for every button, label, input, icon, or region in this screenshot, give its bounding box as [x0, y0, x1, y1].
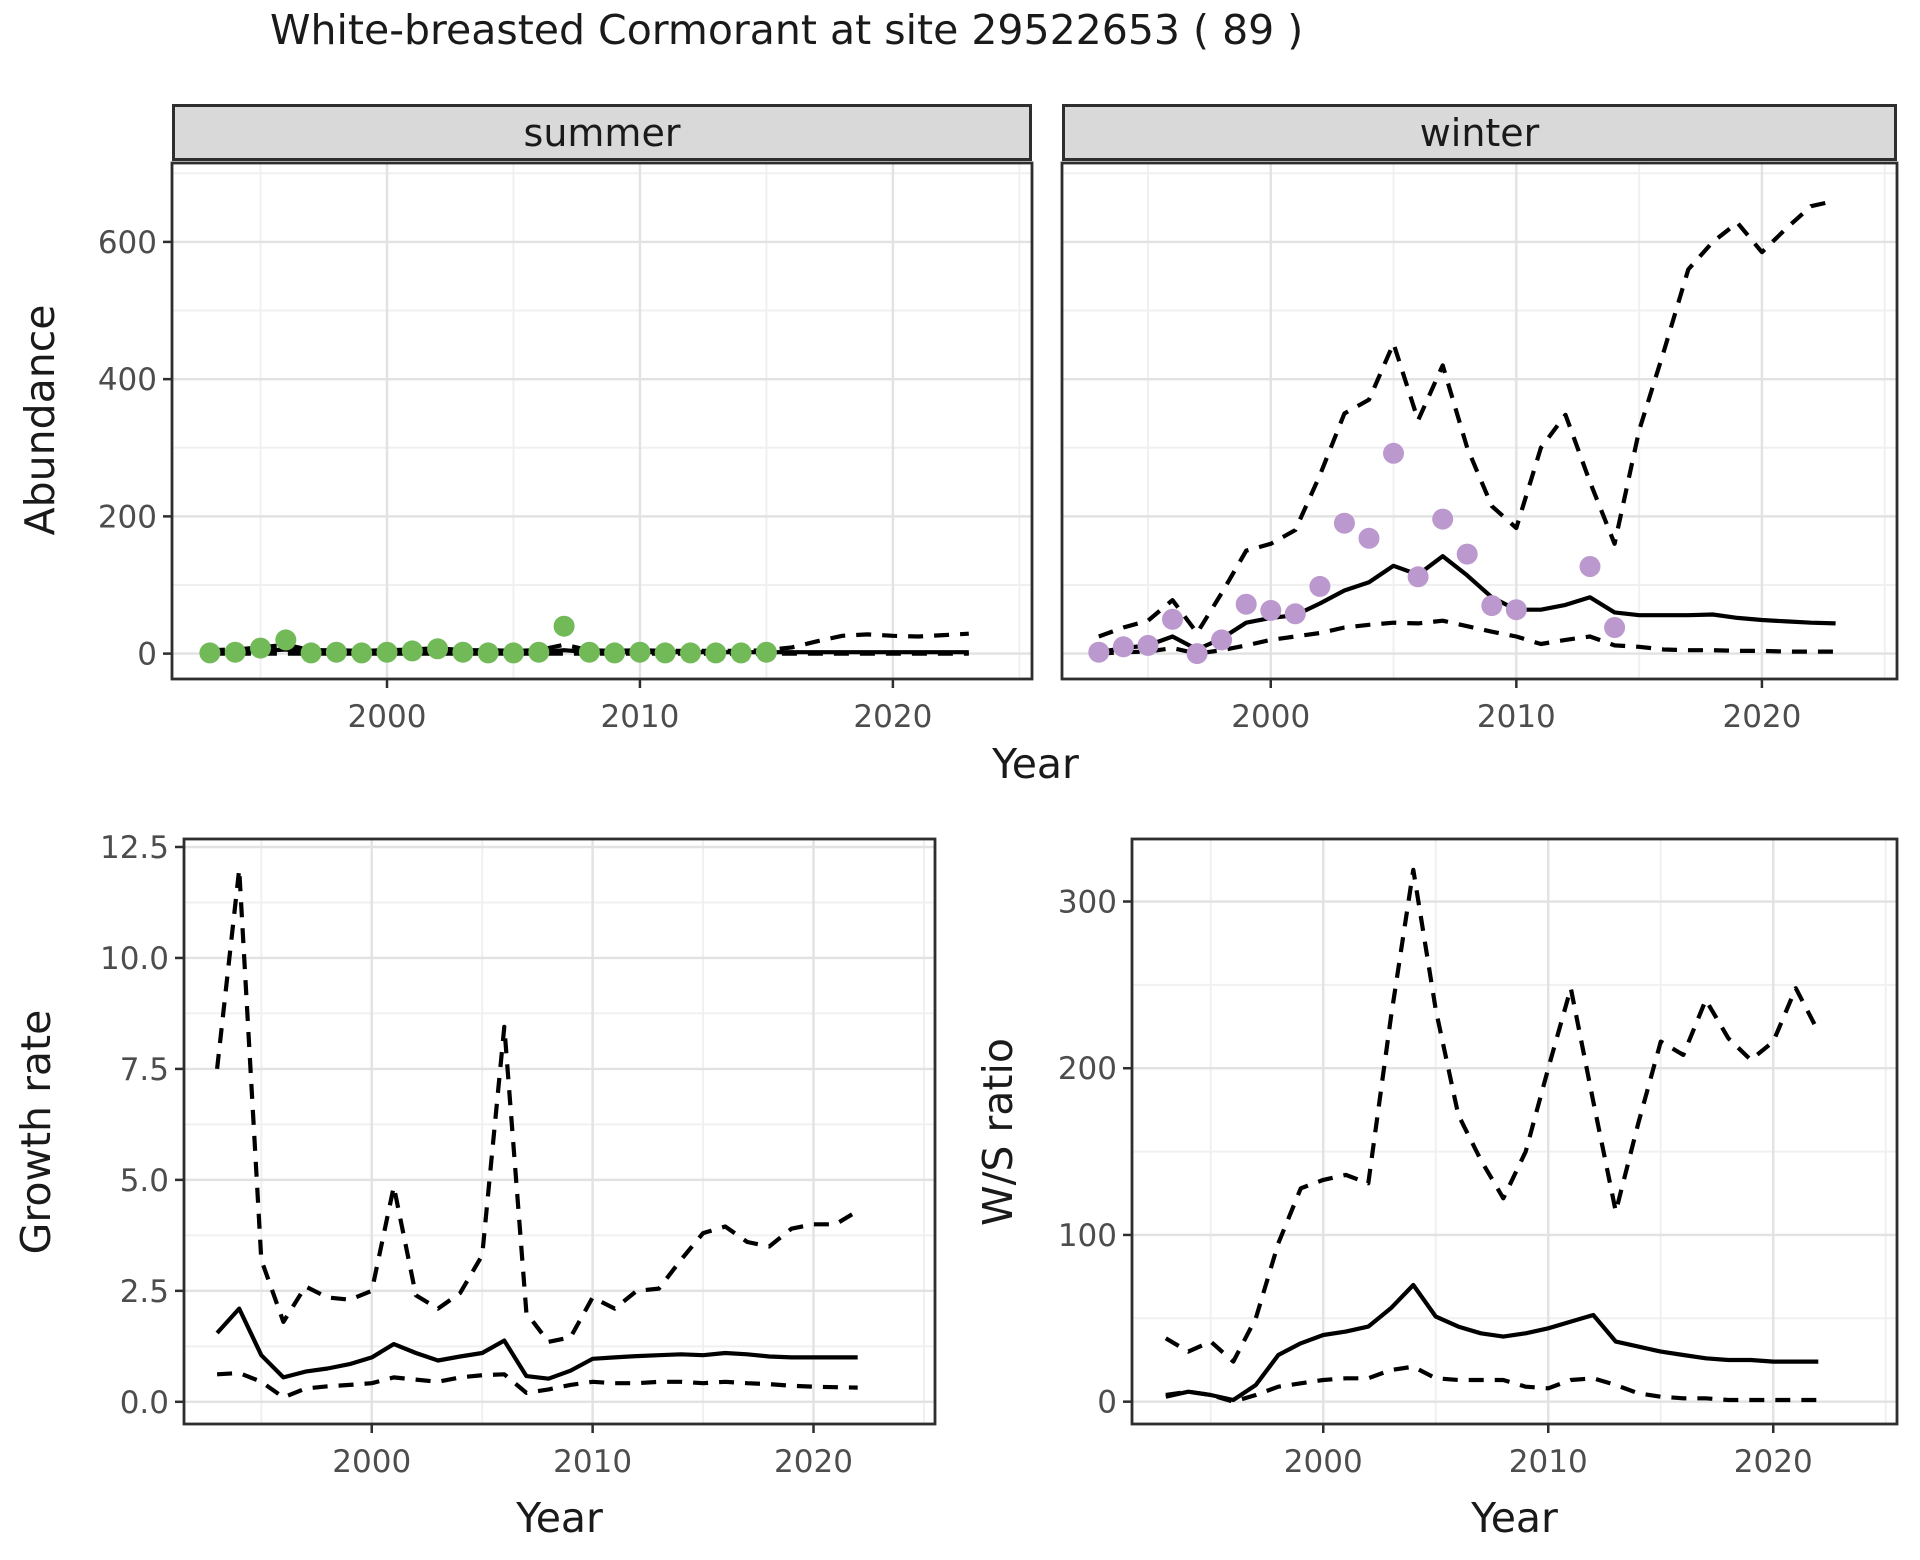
- svg-text:2020: 2020: [774, 1444, 853, 1480]
- svg-text:2010: 2010: [553, 1444, 632, 1480]
- svg-text:2.5: 2.5: [120, 1274, 169, 1310]
- y-axis-title-growth-rate: Growth rate: [12, 1009, 60, 1255]
- svg-text:10.0: 10.0: [100, 941, 169, 977]
- svg-text:300: 300: [1058, 885, 1117, 921]
- svg-text:5.0: 5.0: [120, 1163, 169, 1199]
- svg-text:2010: 2010: [1509, 1444, 1588, 1480]
- x-axis-title-growth: Year: [516, 1494, 603, 1542]
- svg-text:2010: 2010: [1477, 699, 1556, 735]
- panel-winter: 2000 2010 2020: [1060, 161, 1899, 735]
- svg-text:0: 0: [137, 637, 157, 673]
- svg-text:200: 200: [1058, 1051, 1117, 1087]
- chart-title: White-breasted Cormorant at site 2952265…: [270, 6, 1304, 54]
- facet-strip-winter: winter: [1062, 104, 1897, 161]
- svg-text:600: 600: [98, 225, 157, 261]
- svg-text:0.0: 0.0: [120, 1385, 169, 1421]
- x-axis-title-top: Year: [992, 740, 1079, 788]
- facet-strip-summer: summer: [172, 104, 1032, 161]
- svg-text:2000: 2000: [1284, 1444, 1363, 1480]
- y-axis-title-ws-ratio: W/S ratio: [974, 1038, 1022, 1226]
- svg-text:200: 200: [98, 499, 157, 535]
- svg-text:2020: 2020: [1722, 699, 1801, 735]
- panel-summer: 2000 2010 2020 0 200 400 600: [98, 161, 1034, 735]
- svg-text:2000: 2000: [332, 1444, 411, 1480]
- svg-text:2020: 2020: [853, 699, 932, 735]
- svg-text:2000: 2000: [348, 699, 427, 735]
- svg-text:400: 400: [98, 362, 157, 398]
- svg-text:2010: 2010: [600, 699, 679, 735]
- svg-text:2020: 2020: [1734, 1444, 1813, 1480]
- panel-growth: 2000 2010 2020 0.0 2.5 5.0 7.5 10.0 12.5: [100, 830, 937, 1480]
- svg-text:2000: 2000: [1231, 699, 1310, 735]
- svg-text:0: 0: [1097, 1385, 1117, 1421]
- svg-text:7.5: 7.5: [120, 1052, 169, 1088]
- svg-text:100: 100: [1058, 1218, 1117, 1254]
- x-axis-title-ws: Year: [1471, 1494, 1558, 1542]
- svg-text:12.5: 12.5: [100, 830, 169, 866]
- panel-ws: 2000 2010 2020 0 100 200 300: [1058, 837, 1899, 1480]
- y-axis-title-abundance: Abundance: [16, 304, 64, 536]
